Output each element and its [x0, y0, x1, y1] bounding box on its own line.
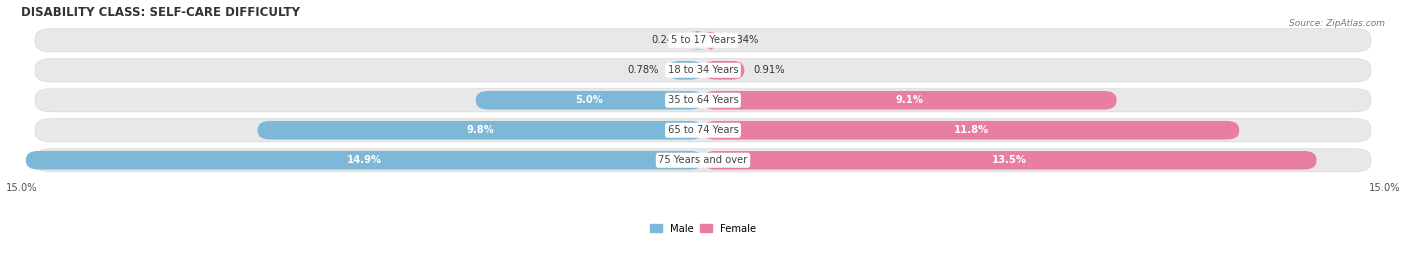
- FancyBboxPatch shape: [703, 91, 1116, 109]
- Text: 13.5%: 13.5%: [993, 155, 1028, 165]
- Text: 0.91%: 0.91%: [754, 65, 785, 75]
- Text: DISABILITY CLASS: SELF-CARE DIFFICULTY: DISABILITY CLASS: SELF-CARE DIFFICULTY: [21, 6, 301, 19]
- FancyBboxPatch shape: [668, 61, 703, 80]
- Text: 35 to 64 Years: 35 to 64 Years: [668, 95, 738, 105]
- FancyBboxPatch shape: [35, 119, 1371, 142]
- Text: 9.1%: 9.1%: [896, 95, 924, 105]
- FancyBboxPatch shape: [703, 151, 1316, 169]
- FancyBboxPatch shape: [475, 91, 703, 109]
- Text: 75 Years and over: 75 Years and over: [658, 155, 748, 165]
- FancyBboxPatch shape: [690, 31, 704, 49]
- FancyBboxPatch shape: [703, 61, 744, 80]
- Text: Source: ZipAtlas.com: Source: ZipAtlas.com: [1289, 19, 1385, 28]
- FancyBboxPatch shape: [35, 59, 1371, 82]
- Text: 0.24%: 0.24%: [651, 35, 683, 45]
- FancyBboxPatch shape: [25, 151, 703, 169]
- FancyBboxPatch shape: [703, 31, 718, 49]
- FancyBboxPatch shape: [703, 121, 1239, 140]
- Text: 14.9%: 14.9%: [347, 155, 382, 165]
- Text: 0.34%: 0.34%: [727, 35, 759, 45]
- Text: 5 to 17 Years: 5 to 17 Years: [671, 35, 735, 45]
- Legend: Male, Female: Male, Female: [647, 220, 759, 238]
- Text: 18 to 34 Years: 18 to 34 Years: [668, 65, 738, 75]
- FancyBboxPatch shape: [35, 29, 1371, 52]
- Text: 0.78%: 0.78%: [627, 65, 658, 75]
- FancyBboxPatch shape: [35, 148, 1371, 172]
- FancyBboxPatch shape: [257, 121, 703, 140]
- Text: 5.0%: 5.0%: [575, 95, 603, 105]
- Text: 65 to 74 Years: 65 to 74 Years: [668, 125, 738, 135]
- Text: 9.8%: 9.8%: [467, 125, 495, 135]
- Text: 11.8%: 11.8%: [953, 125, 988, 135]
- FancyBboxPatch shape: [35, 89, 1371, 112]
